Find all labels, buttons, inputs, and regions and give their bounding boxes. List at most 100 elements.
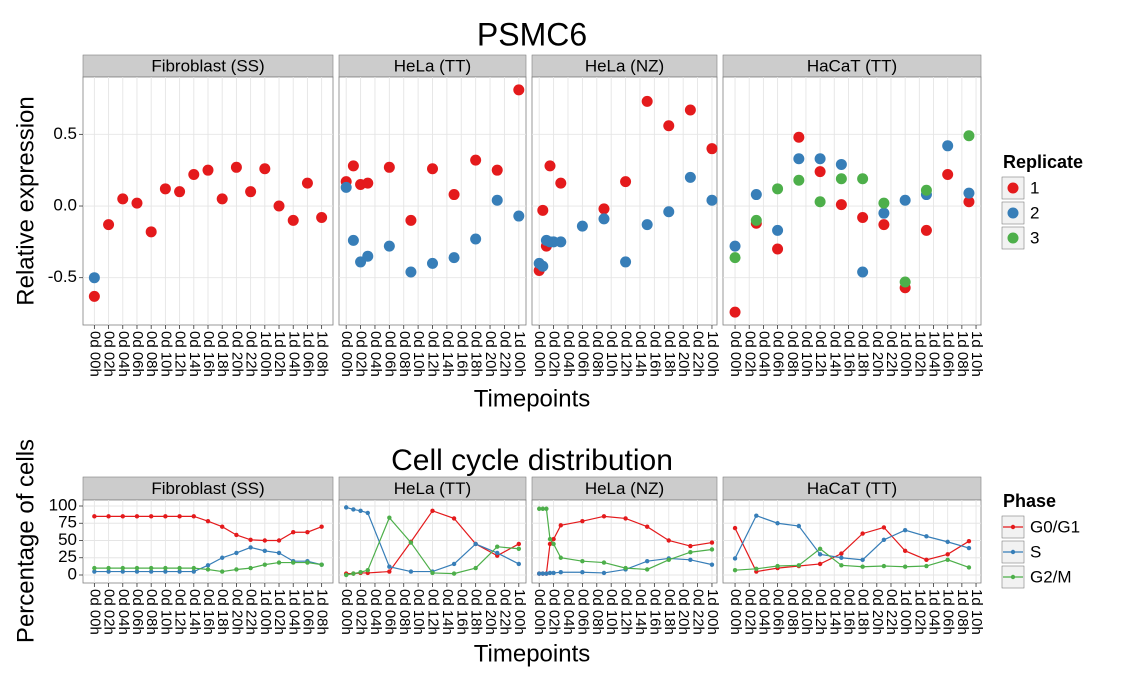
data-point	[451, 516, 457, 521]
x-tick-label: 1d 00h	[257, 331, 274, 377]
data-point	[551, 570, 556, 576]
data-point	[555, 236, 567, 248]
x-tick-label: 0d 20h	[675, 589, 692, 635]
data-point	[319, 562, 324, 567]
data-point	[134, 565, 140, 571]
x-tick-label: 0d 18h	[214, 589, 231, 635]
x-tick-label: 0d 00h	[86, 589, 103, 635]
data-point	[291, 530, 296, 535]
strip-label: HeLa (TT)	[394, 56, 471, 75]
data-point	[688, 543, 693, 549]
data-point	[365, 567, 370, 573]
x-tick-label: 0d 16h	[646, 589, 663, 635]
x-tick-label: 0d 12h	[812, 589, 829, 635]
data-point	[358, 508, 363, 514]
x-tick-label: 0d 00h	[727, 331, 744, 377]
x-tick-label: 0d 08h	[784, 589, 801, 635]
data-point	[963, 196, 975, 208]
x-tick-label: 1d 08h	[314, 589, 331, 635]
panel	[722, 76, 982, 326]
data-point	[88, 272, 100, 284]
x-tick-label: 0d 22h	[883, 331, 900, 377]
strip-label: HeLa (NZ)	[585, 56, 664, 75]
data-point	[305, 530, 310, 535]
data-point	[427, 257, 438, 269]
data-point	[796, 523, 802, 529]
x-tick-label: 1d 00h	[704, 331, 721, 377]
data-point	[558, 523, 563, 528]
x-tick-label: 0d 16h	[840, 589, 857, 635]
x-tick-label: 1d 02h	[271, 331, 288, 377]
data-point	[92, 569, 97, 574]
data-point	[262, 548, 268, 554]
data-point	[942, 140, 954, 152]
data-point	[817, 561, 823, 567]
data-point	[88, 290, 100, 302]
x-tick-label: 0d 10h	[798, 331, 815, 377]
data-point	[547, 536, 553, 542]
panel	[531, 76, 718, 326]
x-tick-label: 0d 14h	[632, 589, 649, 635]
data-point	[205, 563, 211, 568]
x-tick-label: 0d 18h	[468, 331, 485, 377]
x-tick-label: 0d 20h	[675, 331, 692, 377]
data-point	[248, 545, 253, 550]
data-point	[754, 513, 759, 518]
data-point	[684, 171, 696, 183]
data-point	[796, 563, 802, 568]
legend-label: G0/G1	[1030, 517, 1080, 536]
data-point	[106, 565, 111, 571]
data-point	[684, 104, 696, 116]
series-line	[734, 514, 970, 561]
x-axis-title: Timepoints	[474, 385, 590, 412]
data-point	[245, 186, 257, 198]
data-point	[387, 569, 392, 574]
data-point	[732, 567, 738, 573]
x-tick-label: 1d 00h	[511, 331, 528, 377]
data-point	[262, 538, 268, 543]
x-tick-label: 1d 00h	[511, 589, 528, 635]
x-tick-label: 0d 12h	[172, 331, 189, 377]
data-point	[860, 557, 865, 563]
data-point	[291, 560, 296, 565]
x-tick-label: 0d 14h	[186, 589, 203, 635]
data-point	[558, 570, 563, 575]
data-point	[205, 567, 211, 572]
x-tick-label: 0d 02h	[741, 589, 758, 635]
data-point	[902, 527, 908, 533]
x-tick-label: 0d 00h	[531, 589, 548, 635]
x-tick-label: 0d 04h	[367, 331, 384, 377]
x-tick-label: 0d 10h	[157, 331, 174, 377]
x-tick-label: 0d 10h	[410, 589, 427, 635]
x-tick-label: 1d 04h	[285, 589, 302, 635]
x-tick-label: 0d 14h	[826, 331, 843, 377]
data-point	[343, 572, 349, 578]
x-tick-label: 0d 10h	[157, 589, 174, 635]
x-tick-label: 0d 00h	[727, 589, 744, 635]
y-tick-label: 0	[68, 564, 77, 583]
data-point	[963, 187, 975, 199]
x-tick-label: 1d 04h	[926, 589, 943, 635]
data-point	[145, 226, 157, 238]
data-point	[902, 548, 908, 554]
data-point	[316, 211, 328, 223]
data-point	[966, 545, 972, 551]
data-point	[495, 550, 500, 556]
data-point	[598, 203, 610, 215]
data-point	[405, 266, 417, 278]
data-point	[362, 250, 374, 262]
x-tick-label: 1d 02h	[911, 589, 928, 635]
y-tick-label: 50	[58, 530, 77, 549]
data-point	[120, 514, 125, 519]
x-tick-label: 0d 16h	[453, 331, 470, 377]
data-point	[537, 204, 549, 216]
data-point	[580, 558, 585, 564]
data-point	[814, 166, 826, 178]
x-axis-title: Timepoints	[474, 640, 590, 667]
data-point	[623, 516, 628, 521]
data-point	[451, 561, 457, 567]
data-point	[248, 565, 253, 571]
data-point	[641, 219, 653, 231]
x-tick-label: 0d 12h	[425, 589, 442, 635]
data-point	[878, 207, 890, 219]
